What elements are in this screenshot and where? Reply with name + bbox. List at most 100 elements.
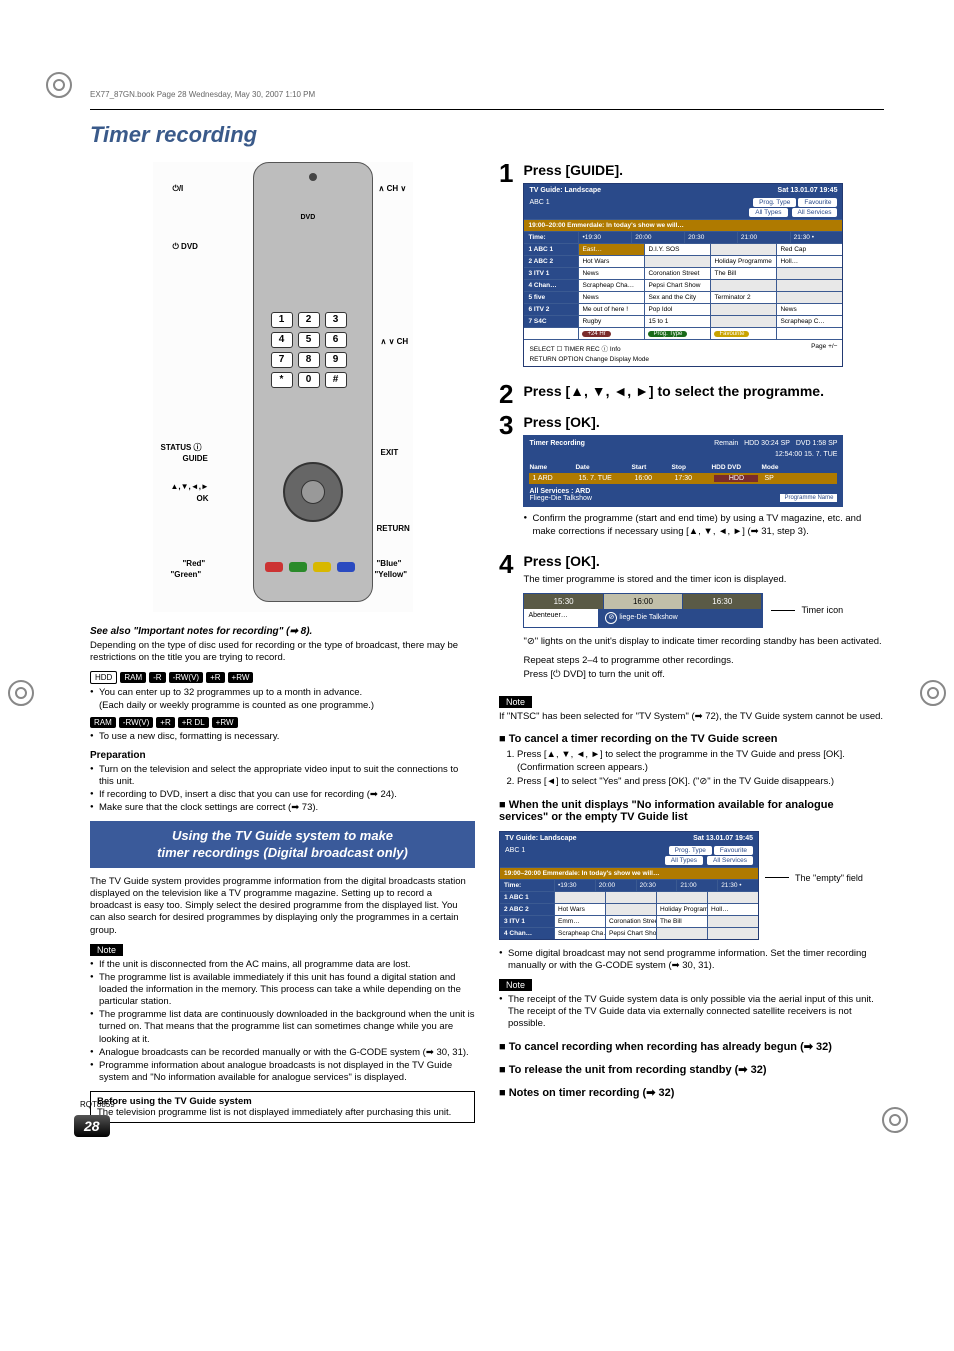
- remote-control-diagram: 123 456 789 *0# ⏻/I ∧ CH ∨ DVD ⏻ DVD ∧ ∨…: [153, 162, 413, 612]
- label-guide: GUIDE: [183, 454, 208, 463]
- guide-cell: [710, 316, 776, 327]
- step-text: (Confirmation screen appears.): [517, 762, 648, 773]
- before-using-box: Before using the TV Guide system The tel…: [90, 1091, 475, 1123]
- guide-cell: Holiday Programme: [710, 256, 776, 267]
- note-badge: Note: [499, 979, 532, 991]
- pill-24hr: +24 Hr: [582, 331, 610, 337]
- time-col: 21:30 •: [790, 232, 843, 243]
- list-item: The programme list is available immediat…: [90, 972, 475, 1008]
- prog-label: liege-Die Talkshow: [619, 614, 677, 621]
- registration-mark: [920, 680, 946, 706]
- td: 17:30: [674, 475, 708, 482]
- guide-cell: [707, 892, 758, 903]
- guide-cell: Scrapheap Cha…: [578, 280, 644, 291]
- guide-channel-cell: 1 ABC 1: [500, 892, 554, 903]
- time-col: 21:00: [737, 232, 790, 243]
- label-ch-right: ∧ ∨ CH: [381, 337, 409, 346]
- pill-ram: RAM: [120, 672, 146, 683]
- timer-icon: ⊘: [605, 612, 617, 624]
- guide-cell: Holiday Programme: [656, 904, 707, 915]
- guide-banner: 19:00–20:00 Emmerdale: In today's show w…: [500, 868, 758, 879]
- guide-cell: Me out of here !: [578, 304, 644, 315]
- guide-date: Sat 13.01.07 19:45: [693, 835, 753, 842]
- guide-cell: Terminator 2: [710, 292, 776, 303]
- step-title: Press [GUIDE].: [523, 162, 884, 178]
- td: 1 ARD: [532, 475, 572, 482]
- schedule-screenshot: 15:30 16:00 16:30 Abenteuer… ⊘ liege-Die…: [523, 593, 763, 628]
- body-text: "⊘" lights on the unit's display to indi…: [523, 636, 884, 648]
- time-col: •19:30: [554, 880, 595, 891]
- guide-cell: [710, 244, 776, 255]
- guide-cell: Hot Wars: [578, 256, 644, 267]
- tv-guide-screenshot-empty: TV Guide: Landscape Sat 13.01.07 19:45 A…: [499, 831, 759, 940]
- chip: Prog. Type: [669, 846, 712, 855]
- page-title: Timer recording: [90, 122, 884, 148]
- guide-cell: Emm…: [554, 916, 605, 927]
- note-badge: Note: [499, 696, 532, 708]
- step-title: Press [OK].: [523, 414, 884, 430]
- list-item: To use a new disc, formatting is necessa…: [90, 731, 475, 743]
- chip: Favourite: [714, 846, 753, 855]
- chip-all-services: All Services: [792, 208, 838, 217]
- body-text: Press [⏻ DVD] to turn the unit off.: [523, 669, 884, 681]
- timer-clock: 12:54:00 15. 7. TUE: [529, 451, 837, 458]
- guide-channel-cell: 7 S4C: [524, 316, 578, 327]
- th: Name: [529, 464, 569, 471]
- guide-channel-cell: 3 ITV 1: [524, 268, 578, 279]
- guide-cell: 15 to 1: [644, 316, 710, 327]
- timer-foot1: All Services : ARD: [529, 488, 590, 495]
- time-cell: 15:30: [524, 594, 603, 609]
- subsection-heading: To cancel recording when recording has a…: [499, 1040, 884, 1053]
- guide-cell: News: [578, 268, 644, 279]
- subsection-heading: To release the unit from recording stand…: [499, 1063, 884, 1076]
- prog-cell-selected: ⊘ liege-Die Talkshow: [599, 609, 762, 627]
- list-item: If recording to DVD, insert a disc that …: [90, 789, 475, 801]
- th: HDD DVD: [711, 464, 755, 471]
- preparation-head: Preparation: [90, 750, 475, 761]
- timer-remain: Remain: [714, 440, 738, 447]
- chip: All Types: [665, 856, 703, 865]
- guide-cell: [554, 892, 605, 903]
- guide-cell: [710, 304, 776, 315]
- registration-mark: [46, 72, 72, 98]
- step-number: 4: [499, 553, 513, 689]
- label-dvd-top: DVD: [301, 214, 316, 221]
- body-text: The timer programme is stored and the ti…: [523, 574, 884, 586]
- time-col: 20:30: [684, 232, 737, 243]
- remote-color-buttons: [265, 562, 355, 572]
- guide-cell: Holl…: [776, 256, 842, 267]
- chip-all-types: All Types: [749, 208, 787, 217]
- chip: All Services: [707, 856, 753, 865]
- list-item: Make sure that the clock settings are co…: [90, 802, 475, 814]
- list-item: The receipt of the TV Guide system data …: [499, 994, 884, 1030]
- label-green: "Green": [171, 570, 202, 579]
- timer-title: Timer Recording: [529, 440, 585, 447]
- guide-channel-cell: 3 ITV 1: [500, 916, 554, 927]
- guide-cell: [710, 280, 776, 291]
- guide-cell: Pepsi Chart Show: [605, 928, 656, 939]
- pill-rwv: -RW(V): [169, 672, 204, 683]
- list-item: You can enter up to 32 programmes up to …: [90, 687, 475, 699]
- time-col: •19:30: [578, 232, 631, 243]
- note-badge: Note: [90, 944, 123, 956]
- list-item: The programme list data are continuously…: [90, 1009, 475, 1045]
- time-cell: 16:00: [604, 594, 683, 609]
- time-col: 20:00: [595, 880, 636, 891]
- guide-channel-cell: 1 ABC 1: [524, 244, 578, 255]
- guide-channel-cell: 2 ABC 2: [524, 256, 578, 267]
- guide-cell: [707, 928, 758, 939]
- label-yellow: "Yellow": [375, 570, 407, 579]
- label-power: ⏻/I: [173, 184, 184, 194]
- guide-cell: [707, 916, 758, 927]
- label-return: RETURN: [377, 524, 410, 533]
- td: 16:00: [634, 475, 668, 482]
- see-also: See also "Important notes for recording"…: [90, 626, 475, 637]
- empty-field-label: The "empty" field: [795, 873, 863, 883]
- subsection-heading: To cancel a timer recording on the TV Gu…: [499, 733, 884, 745]
- disc-types-row-2: RAM -RW(V) +R +R DL +RW: [90, 717, 475, 728]
- doc-code: RQT8859: [80, 1100, 115, 1109]
- guide-cell: Coronation Street: [605, 916, 656, 927]
- guide-cell: Hot Wars: [554, 904, 605, 915]
- label-status: STATUS ⓘ: [161, 442, 202, 453]
- guide-cell: [776, 292, 842, 303]
